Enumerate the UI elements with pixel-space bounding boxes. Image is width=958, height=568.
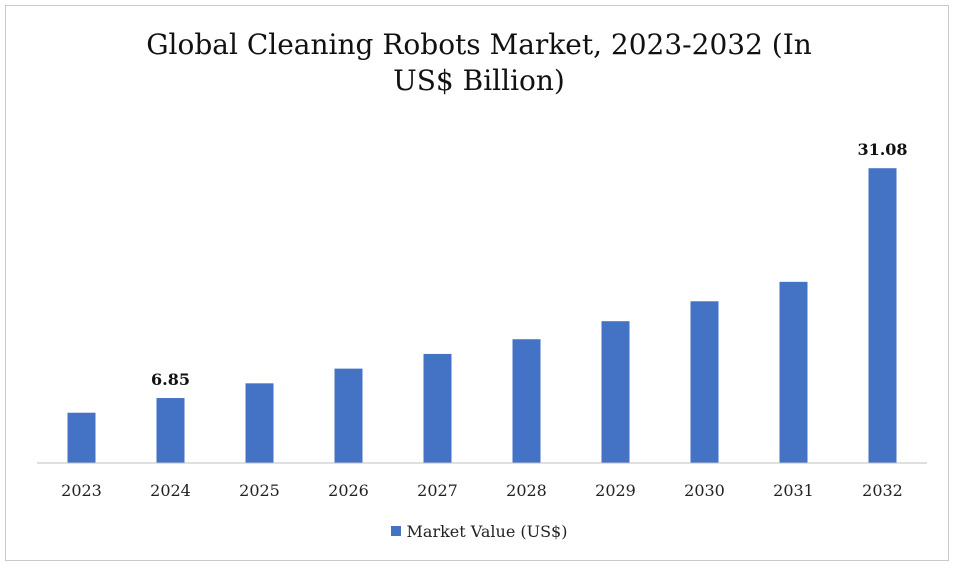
bar-2029 xyxy=(601,321,630,463)
x-tick-label-2030: 2030 xyxy=(684,481,725,500)
data-label-2032: 31.08 xyxy=(857,140,907,159)
bar-2028 xyxy=(512,339,541,463)
chart-title-line1: Global Cleaning Robots Market, 2023-2032… xyxy=(146,28,812,61)
chart-title-line2: US$ Billion) xyxy=(393,64,565,97)
bar-2024 xyxy=(156,398,185,463)
x-tick-label-2025: 2025 xyxy=(239,481,280,500)
bar-2031 xyxy=(779,281,808,463)
x-tick-label-2026: 2026 xyxy=(328,481,369,500)
bar-2030 xyxy=(690,301,719,463)
legend-label: Market Value (US$) xyxy=(406,522,568,541)
chart-title: Global Cleaning Robots Market, 2023-2032… xyxy=(0,27,958,99)
legend: Market Value (US$) xyxy=(0,522,958,541)
bar-2032 xyxy=(868,168,897,463)
x-tick-label-2032: 2032 xyxy=(862,481,903,500)
data-label-2024: 6.85 xyxy=(151,370,190,389)
x-tick-label-2028: 2028 xyxy=(506,481,547,500)
x-tick-label-2024: 2024 xyxy=(150,481,191,500)
bar-2025 xyxy=(245,383,274,463)
bar-2026 xyxy=(334,368,363,463)
x-tick-label-2027: 2027 xyxy=(417,481,458,500)
x-tick-label-2023: 2023 xyxy=(61,481,102,500)
bar-2023 xyxy=(67,412,96,463)
legend-swatch xyxy=(390,526,401,536)
x-tick-label-2029: 2029 xyxy=(595,481,636,500)
x-tick-label-2031: 2031 xyxy=(773,481,814,500)
bar-2027 xyxy=(423,353,452,463)
